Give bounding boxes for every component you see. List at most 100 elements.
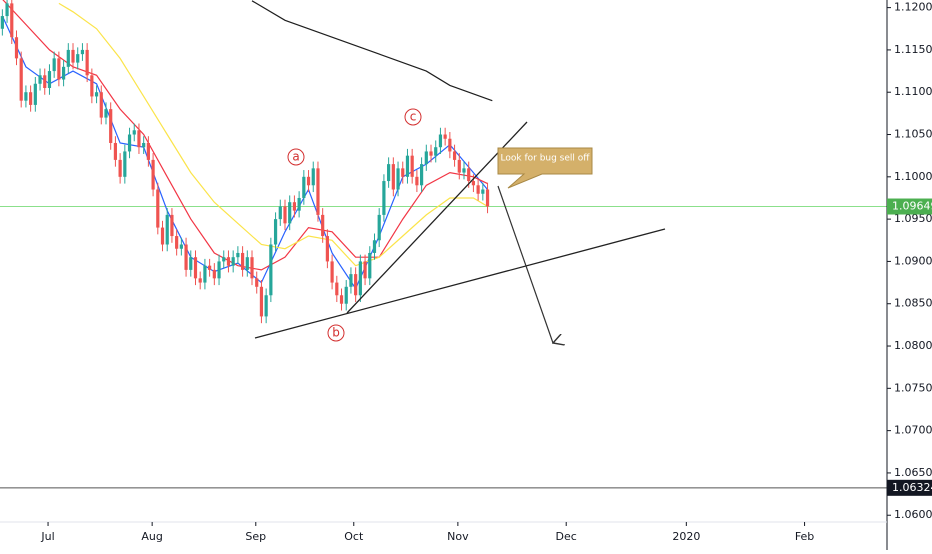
plot-area: [0, 0, 887, 489]
candle-body: [377, 214, 381, 241]
candle-body: [391, 164, 395, 190]
candle-body: [165, 214, 169, 245]
y-tick-label: 1.10500: [894, 128, 932, 141]
moving-average: [2, 0, 488, 271]
candle-body: [410, 155, 414, 177]
y-tick-label: 1.10000: [894, 170, 932, 183]
candle-body: [52, 58, 56, 72]
candle-body: [387, 164, 391, 182]
candle-body: [19, 58, 23, 101]
candle-body: [142, 142, 146, 148]
y-tick-label: 1.11000: [894, 85, 932, 98]
candle-body: [90, 75, 94, 97]
candle-body: [297, 197, 301, 211]
wave-marker: [327, 324, 345, 342]
candle-body: [61, 66, 66, 80]
candle-body: [448, 138, 452, 152]
candle-body: [212, 269, 216, 279]
candle-body: [335, 282, 339, 296]
candle-body: [250, 257, 254, 279]
candle-body: [288, 202, 292, 224]
price-tag: [887, 198, 932, 215]
candle-body: [29, 92, 33, 105]
candle-body: [66, 49, 70, 67]
moving-average: [1, 15, 488, 290]
candle-body: [259, 286, 264, 317]
candle-body: [76, 54, 80, 63]
wave-marker: [404, 108, 422, 126]
candle-body: [368, 252, 372, 279]
candle-body: [471, 181, 476, 186]
candle-body: [358, 261, 362, 296]
wave-label: c: [410, 110, 417, 124]
y-tick-label: 1.09000: [894, 254, 932, 267]
price-tag-label: 1.09649: [892, 200, 932, 213]
moving-average: [251, 0, 493, 102]
candle-body: [443, 134, 447, 139]
candle-body: [94, 92, 99, 97]
x-tick-label: Dec: [556, 530, 577, 543]
candle-body: [273, 219, 278, 245]
candle-body: [255, 278, 259, 287]
candle-body: [203, 265, 207, 283]
candle-body: [245, 257, 249, 270]
candle-body: [24, 92, 28, 101]
candle-body: [339, 295, 344, 304]
candle-body: [415, 176, 419, 186]
price-tag-label: 1.06324: [892, 481, 932, 494]
candle-body: [47, 71, 52, 88]
candle-body: [71, 49, 75, 63]
candle-body: [485, 189, 490, 207]
candle-body: [33, 83, 37, 105]
x-tick-label: Aug: [141, 530, 162, 543]
y-tick-label: 1.07500: [894, 381, 932, 394]
wave-label: b: [332, 326, 340, 340]
candle-body: [208, 265, 212, 270]
candle-body: [429, 151, 433, 156]
y-tick-label: 1.08000: [894, 339, 932, 352]
candle-body: [302, 176, 306, 198]
x-tick-label: Oct: [344, 530, 364, 543]
candle-body: [113, 142, 118, 160]
candle-body: [85, 49, 89, 76]
wave-marker: [287, 148, 305, 166]
x-tick-label: Sep: [245, 530, 266, 543]
candle-body: [226, 257, 231, 266]
trend-line: [254, 228, 666, 339]
candle-body: [132, 130, 136, 135]
candle-body: [189, 257, 193, 270]
candle-body: [0, 16, 4, 29]
candle-body: [438, 134, 443, 148]
y-tick-label: 1.06000: [894, 508, 932, 521]
candle-body: [372, 240, 377, 253]
candle-body: [363, 261, 367, 279]
y-tick-label: 1.07000: [894, 424, 932, 437]
callout: [497, 147, 593, 189]
candle-body: [127, 134, 132, 152]
candle-body: [382, 181, 386, 215]
candle-body: [38, 75, 42, 84]
candle-body: [467, 168, 471, 182]
y-tick-label: 1.11500: [894, 43, 932, 56]
moving-average: [58, 2, 488, 267]
price-tag: [887, 479, 932, 496]
candle-body: [306, 176, 311, 186]
candle-body: [349, 274, 353, 287]
candle-body: [222, 257, 226, 262]
candle-body: [184, 244, 188, 270]
candle-body: [264, 295, 268, 317]
candle-body: [316, 168, 320, 215]
candle-body: [311, 168, 315, 186]
candle-body: [419, 164, 424, 186]
candle-body: [330, 261, 334, 283]
candle-body: [160, 227, 165, 245]
candle-body: [170, 214, 174, 237]
candle-body: [354, 274, 358, 296]
y-tick-label: 1.06500: [894, 466, 932, 479]
candle-body: [457, 159, 461, 173]
candle-body: [236, 252, 240, 258]
candle-body: [452, 151, 457, 160]
candle-body: [325, 236, 329, 262]
